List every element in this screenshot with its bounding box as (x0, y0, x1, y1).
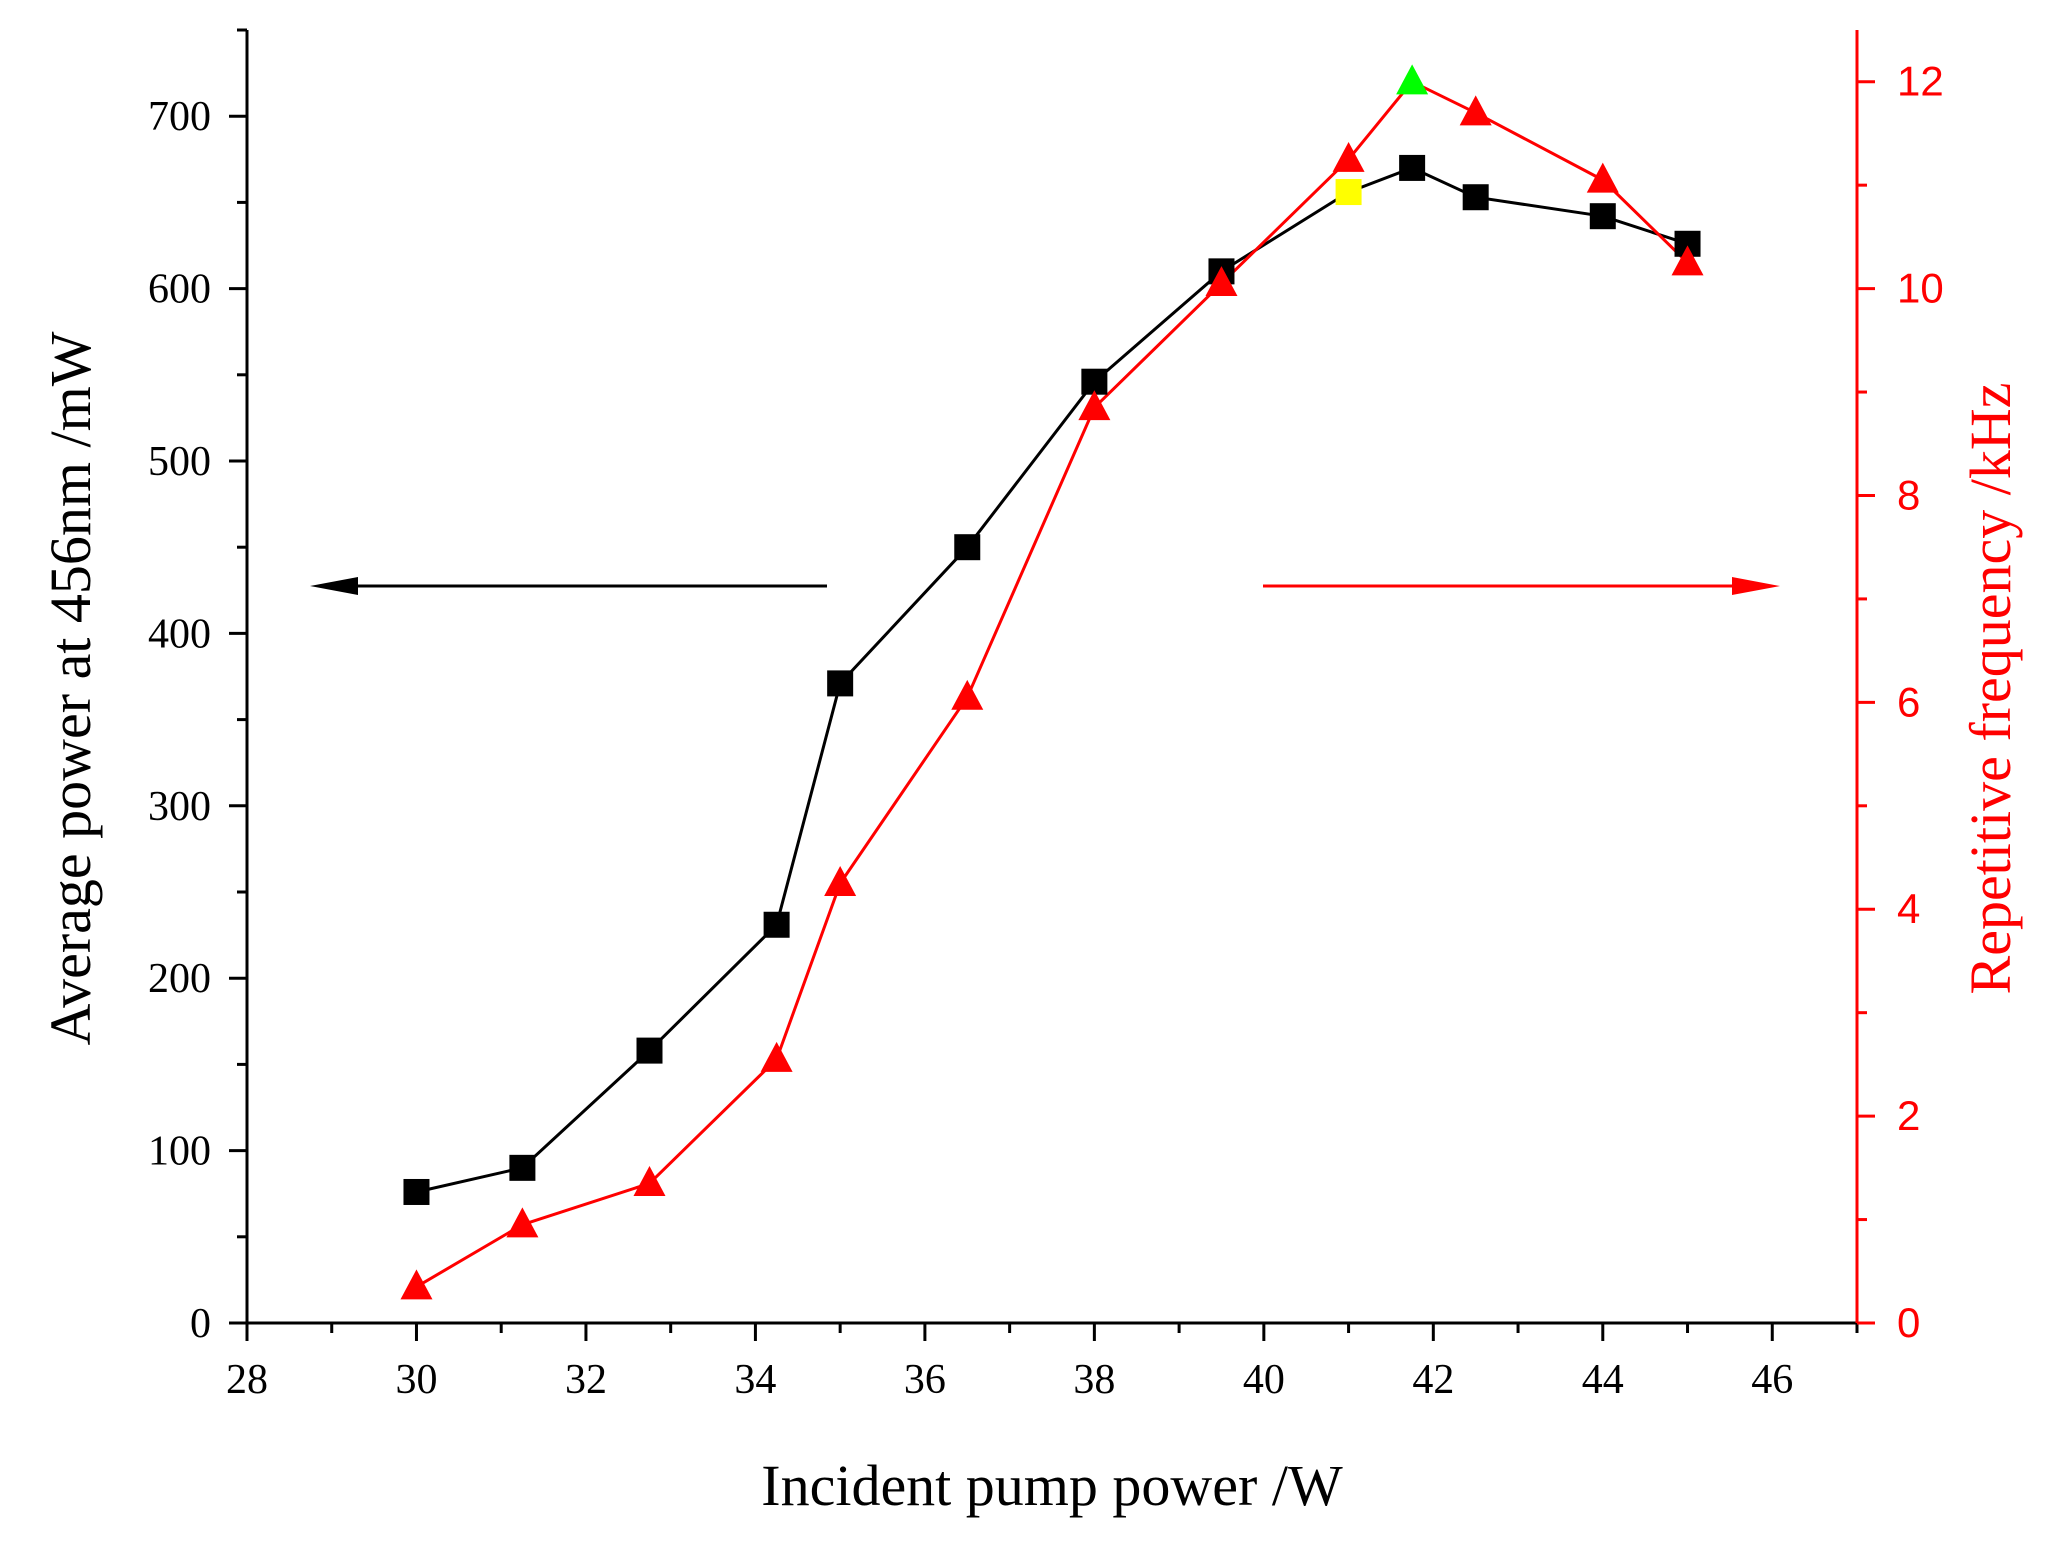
y-right-tick-label: 10 (1897, 265, 1944, 312)
y-left-tick-label: 700 (148, 94, 211, 140)
x-tick-label: 44 (1582, 1357, 1624, 1403)
x-axis-label: Incident pump power /W (761, 1453, 1343, 1518)
frequency-point-marker (1671, 245, 1704, 276)
y-left-tick-label: 500 (148, 439, 211, 485)
y-left-tick-label: 400 (148, 611, 211, 657)
y-right-tick-label: 12 (1897, 58, 1944, 105)
series-line-frequency (415, 80, 1689, 1289)
arrows-group (310, 577, 1780, 595)
frequency-point-marker (506, 1207, 539, 1238)
ticks-group: 28 30 32 34 36 38 40 42 44 4601002003004005006007… (148, 28, 1944, 1403)
series-line-power (416, 166, 1688, 1194)
power-point-marker (1462, 184, 1489, 211)
x-tick-label: 42 (1412, 1357, 1454, 1403)
power-point-marker (1399, 154, 1426, 181)
y-right-tick-label: 0 (1897, 1299, 1920, 1346)
x-tick-label: 46 (1751, 1357, 1793, 1403)
axes-group (245, 30, 1859, 1325)
x-tick-label: 32 (565, 1357, 607, 1403)
y-right-tick-label: 2 (1897, 1092, 1920, 1139)
y-axis-left-label: Average power at 456nm /mW (38, 331, 103, 1045)
axis-labels-group: Incident pump power /W Average power at … (38, 331, 2023, 1518)
frequency-point-marker (1205, 266, 1238, 297)
frequency-point-marker (1396, 64, 1429, 95)
frequency-point-marker (1459, 95, 1492, 126)
power-point-marker (636, 1037, 663, 1064)
frequency-point-marker (633, 1165, 666, 1196)
power-point-marker (1335, 179, 1362, 206)
y-left-tick-label: 300 (148, 784, 211, 830)
power-point-marker (954, 534, 981, 561)
power-point-marker (763, 911, 790, 938)
frequency-point-marker (1332, 141, 1365, 172)
y-right-tick-label: 4 (1897, 885, 1920, 932)
left-arrow-head (310, 577, 358, 595)
frequency-point-marker (824, 866, 857, 896)
x-tick-label: 38 (1073, 1357, 1115, 1403)
y-left-tick-label: 600 (148, 267, 211, 313)
power-point-marker (403, 1178, 430, 1205)
y-axis-right-label: Repetitive frequency /kHz (1958, 383, 2023, 995)
x-tick-label: 34 (734, 1357, 776, 1403)
frequency-point-marker (1078, 390, 1111, 421)
frequency-point-marker (400, 1269, 433, 1300)
power-point-marker (509, 1154, 536, 1181)
y-right-tick-label: 6 (1897, 678, 1920, 725)
x-tick-label: 30 (395, 1357, 437, 1403)
y-right-tick-label: 8 (1897, 471, 1920, 518)
x-tick-label: 36 (904, 1357, 946, 1403)
right-arrow-head (1732, 577, 1780, 595)
y-left-tick-label: 100 (148, 1129, 211, 1175)
power-point-marker (827, 670, 854, 697)
frequency-point-marker (951, 679, 984, 710)
series-group (400, 64, 1704, 1300)
y-left-tick-label: 200 (148, 956, 211, 1002)
power-point-marker (1589, 203, 1616, 230)
x-tick-label: 40 (1243, 1357, 1285, 1403)
frequency-point-marker (760, 1041, 793, 1072)
y-left-tick-label: 0 (190, 1301, 211, 1347)
x-tick-label: 28 (226, 1357, 268, 1403)
frequency-point-marker (1586, 162, 1619, 193)
